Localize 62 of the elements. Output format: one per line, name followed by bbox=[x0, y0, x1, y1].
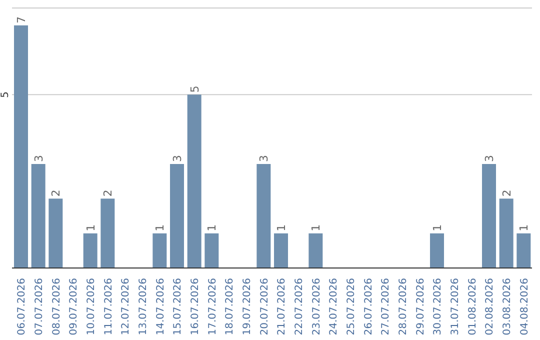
x-tick-label: 07.07.2026 bbox=[34, 278, 45, 336]
bar bbox=[14, 25, 28, 268]
x-tick-label: 26.07.2026 bbox=[363, 278, 374, 336]
bar bbox=[187, 94, 202, 268]
x-tick-label: 10.07.2026 bbox=[86, 278, 97, 336]
bar bbox=[48, 198, 63, 268]
data-label: 1 bbox=[84, 224, 98, 232]
bar bbox=[516, 233, 531, 268]
data-label: 3 bbox=[258, 155, 271, 162]
x-tick-label: 27.07.2026 bbox=[380, 278, 392, 336]
x-tick-label: 19.07.2026 bbox=[242, 278, 253, 336]
bar bbox=[152, 233, 167, 268]
x-tick-label: 24.07.2026 bbox=[328, 278, 340, 336]
x-tick-label: 21.07.2026 bbox=[276, 278, 288, 336]
data-label: 3 bbox=[483, 155, 496, 162]
bar bbox=[100, 198, 115, 268]
data-label: 2 bbox=[50, 190, 63, 197]
x-tick-label: 20.07.2026 bbox=[259, 278, 270, 336]
x-tick-label: 31.07.2026 bbox=[450, 278, 461, 336]
data-label: 1 bbox=[310, 224, 323, 232]
x-tick-label: 12.07.2026 bbox=[120, 278, 132, 336]
data-label: 3 bbox=[171, 155, 184, 162]
x-tick-label: 17.07.2026 bbox=[207, 278, 218, 336]
x-tick-label: 03.08.2026 bbox=[502, 278, 513, 336]
data-label: 1 bbox=[275, 224, 288, 232]
bar bbox=[256, 164, 271, 268]
bar bbox=[31, 164, 46, 268]
x-tick-label: 09.07.2026 bbox=[68, 278, 80, 336]
x-tick-label: 11.07.2026 bbox=[103, 278, 114, 336]
x-tick-label: 18.07.2026 bbox=[224, 278, 236, 336]
bar bbox=[204, 233, 219, 268]
data-label: 7 bbox=[15, 16, 28, 24]
x-tick-label: 02.08.2026 bbox=[484, 278, 496, 336]
x-tick-label: 14.07.2026 bbox=[155, 278, 166, 336]
x-tick-label: 08.07.2026 bbox=[51, 278, 62, 336]
bar bbox=[430, 233, 444, 268]
data-label: 1 bbox=[518, 224, 531, 232]
x-tick-label: 29.07.2026 bbox=[415, 278, 426, 336]
data-label: 1 bbox=[206, 224, 219, 232]
bar bbox=[83, 233, 98, 268]
bar bbox=[482, 164, 496, 268]
x-tick-label: 23.07.2026 bbox=[311, 278, 322, 336]
x-tick-label: 30.07.2026 bbox=[432, 278, 444, 336]
x-tick-label: 22.07.2026 bbox=[294, 278, 305, 336]
bar bbox=[170, 164, 184, 268]
x-tick-label: 16.07.2026 bbox=[190, 278, 201, 336]
x-tick-label: 25.07.2026 bbox=[346, 278, 357, 336]
x-tick-label: 01.08.2026 bbox=[467, 278, 478, 336]
data-label: 2 bbox=[500, 190, 514, 197]
bar bbox=[274, 233, 288, 268]
data-label: 2 bbox=[102, 190, 115, 197]
x-tick-label: 13.07.2026 bbox=[138, 278, 149, 336]
x-tick-label: 04.08.2026 bbox=[519, 278, 530, 336]
data-label: 3 bbox=[32, 155, 46, 162]
data-label: 5 bbox=[188, 86, 202, 93]
data-label: 1 bbox=[431, 224, 444, 232]
bar bbox=[499, 198, 514, 268]
bar bbox=[308, 233, 323, 268]
x-tick-label: 06.07.2026 bbox=[16, 278, 28, 336]
x-tick-label: 28.07.2026 bbox=[398, 278, 409, 336]
x-tick-label: 15.07.2026 bbox=[172, 278, 184, 336]
data-label: 1 bbox=[154, 224, 167, 232]
